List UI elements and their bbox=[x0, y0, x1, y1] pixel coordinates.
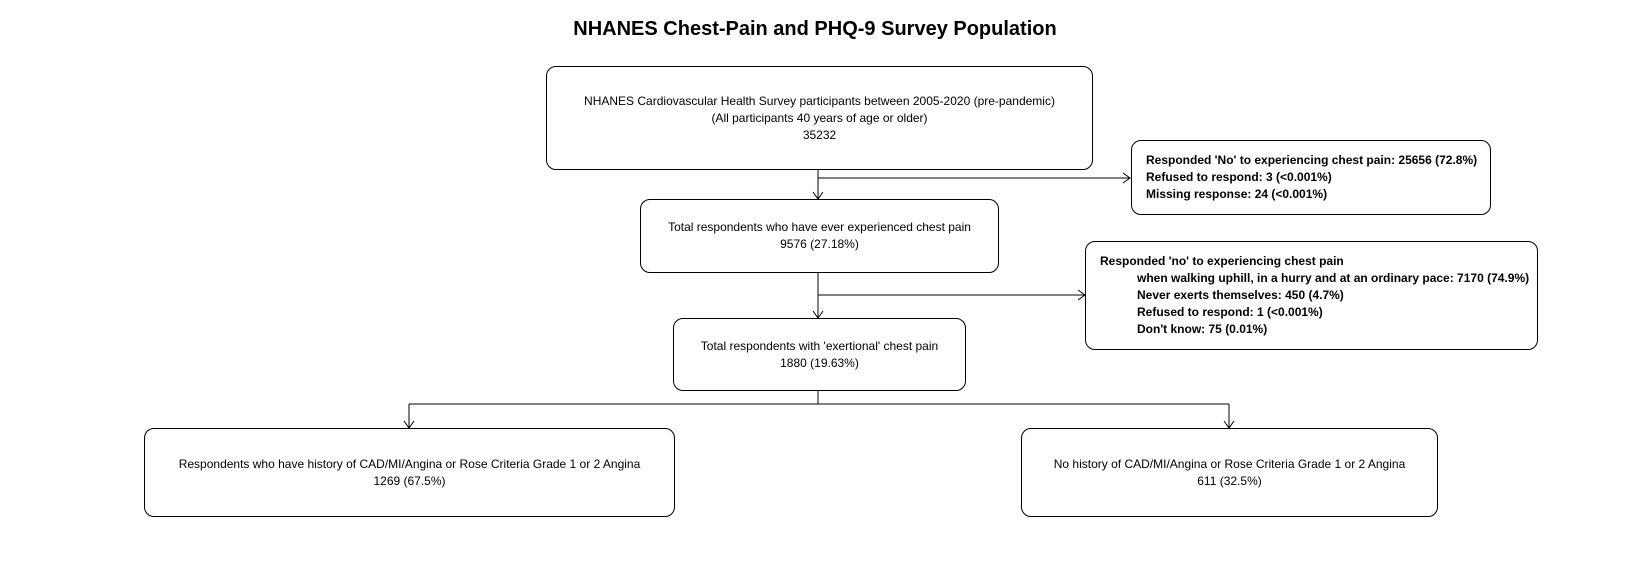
exclusion-2-dont-know: Don't know: 75 (0.01%) bbox=[1137, 322, 1268, 336]
no-history-description: No history of CAD/MI/Angina or Rose Crit… bbox=[1053, 456, 1406, 471]
population-box: NHANES Cardiovascular Health Survey part… bbox=[546, 66, 1093, 170]
no-history-count: 611 (32.5%) bbox=[1197, 473, 1262, 488]
exertional-count: 1880 (19.63%) bbox=[780, 355, 859, 370]
population-description: NHANES Cardiovascular Health Survey part… bbox=[584, 93, 1055, 108]
exertional-description: Total respondents with 'exertional' ches… bbox=[700, 338, 939, 353]
history-description: Respondents who have history of CAD/MI/A… bbox=[178, 456, 641, 471]
exertional-box: Total respondents with 'exertional' ches… bbox=[673, 318, 966, 391]
no-history-box: No history of CAD/MI/Angina or Rose Crit… bbox=[1021, 428, 1438, 517]
exclusion-2-walking-uphill: when walking uphill, in a hurry and at a… bbox=[1137, 271, 1530, 285]
exclusion-2-header: Responded 'no' to experiencing chest pai… bbox=[1100, 254, 1344, 268]
exclusion-2-never-exerts: Never exerts themselves: 450 (4.7%) bbox=[1137, 288, 1344, 302]
history-count: 1269 (67.5%) bbox=[373, 473, 446, 488]
exclusion-2-refused: Refused to respond: 1 (<0.001%) bbox=[1137, 305, 1323, 319]
chest-pain-box: Total respondents who have ever experien… bbox=[640, 199, 999, 273]
population-age-note: (All participants 40 years of age or old… bbox=[711, 110, 928, 125]
chest-pain-description: Total respondents who have ever experien… bbox=[668, 220, 971, 234]
exclusion-box-1: Responded 'No' to experiencing chest pai… bbox=[1131, 140, 1491, 215]
chest-pain-count: 9576 (27.18%) bbox=[780, 237, 859, 251]
exclusion-1-missing: Missing response: 24 (<0.001%) bbox=[1146, 187, 1328, 201]
exclusion-1-refused: Refused to respond: 3 (<0.001%) bbox=[1146, 170, 1332, 184]
arrowhead-exclusion-1 bbox=[1122, 172, 1131, 184]
history-box: Respondents who have history of CAD/MI/A… bbox=[144, 428, 675, 517]
exclusion-box-2: Responded 'no' to experiencing chest pai… bbox=[1085, 241, 1538, 350]
diagram-title: NHANES Chest-Pain and PHQ-9 Survey Popul… bbox=[573, 18, 1057, 40]
population-count: 35232 bbox=[802, 127, 837, 142]
exclusion-1-no-chest-pain: Responded 'No' to experiencing chest pai… bbox=[1146, 153, 1478, 167]
